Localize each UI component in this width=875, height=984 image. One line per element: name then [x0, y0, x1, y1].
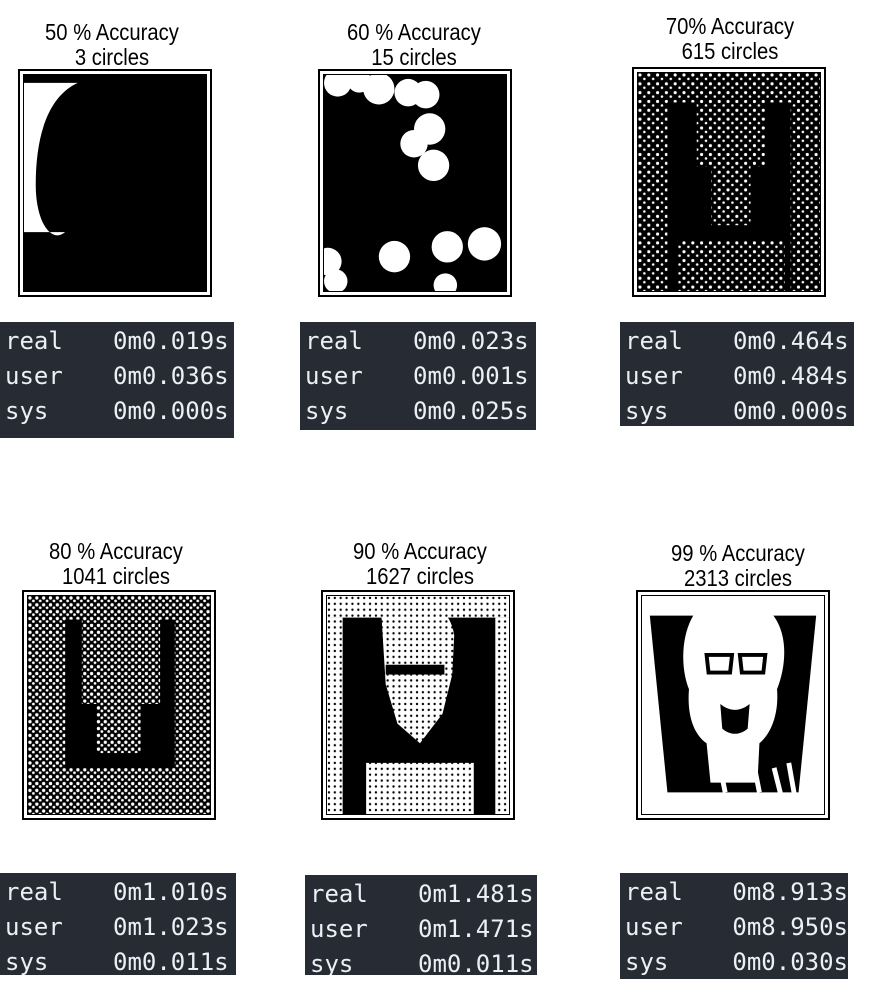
timing-row-user: user 0m1.023s [5, 913, 229, 941]
accuracy-label: 90 % Accuracy [353, 538, 487, 564]
timing-row-sys: sys 0m0.000s [5, 397, 229, 425]
accuracy-label: 80 % Accuracy [49, 538, 183, 564]
timing-row-real: real 0m0.023s [305, 327, 529, 355]
rendered-image [321, 590, 515, 820]
circles-label: 2313 circles [683, 565, 792, 591]
panel-title: 90 % Accuracy 1627 circles [332, 539, 508, 589]
accuracy-label: 50 % Accuracy [45, 19, 179, 45]
circle-render [324, 75, 506, 291]
rendered-image [22, 590, 216, 820]
timing-row-user: user 0m0.036s [5, 362, 229, 390]
circles-label: 15 circles [371, 44, 457, 70]
circles-label: 3 circles [74, 44, 150, 70]
circles-label: 1041 circles [61, 563, 170, 589]
timing-row-real: real 0m0.019s [5, 327, 229, 355]
accuracy-label: 99 % Accuracy [671, 540, 805, 566]
panel-title: 99 % Accuracy 2313 circles [650, 541, 826, 591]
timing-row-user: user 0m1.471s [310, 915, 534, 943]
panel-title: 60 % Accuracy 15 circles [326, 20, 502, 70]
panel-title: 70% Accuracy 615 circles [642, 14, 818, 64]
timing-row-sys: sys 0m0.011s [5, 948, 229, 975]
timing-row-user: user 0m0.484s [625, 362, 849, 390]
accuracy-label: 60 % Accuracy [347, 19, 481, 45]
timing-output: real 0m1.481s user 0m1.471s sys 0m0.011s [305, 875, 537, 975]
timing-row-real: real 0m1.010s [5, 878, 229, 906]
timing-row-real: real 0m1.481s [310, 880, 534, 908]
timing-row-user: user 0m0.001s [305, 362, 529, 390]
timing-row-real: real 0m8.913s [625, 878, 848, 906]
circle-render [642, 596, 824, 814]
circle-render [638, 73, 820, 291]
rendered-image [318, 69, 512, 297]
timing-output: real 0m8.913s user 0m8.950s sys 0m0.030s [620, 873, 848, 979]
timing-row-sys: sys 0m0.030s [625, 948, 848, 976]
rendered-image [18, 69, 212, 297]
timing-output: real 0m0.464s user 0m0.484s sys 0m0.000s [620, 322, 854, 426]
timing-output: real 0m0.023s user 0m0.001s sys 0m0.025s [300, 322, 536, 430]
rendered-image [636, 590, 830, 820]
timing-output: real 0m0.019s user 0m0.036s sys 0m0.000s [0, 322, 234, 438]
circle-render [28, 596, 210, 814]
panel-title: 80 % Accuracy 1041 circles [28, 539, 204, 589]
rendered-image [632, 67, 826, 297]
circle-render [327, 596, 509, 814]
timing-row-user: user 0m8.950s [625, 913, 848, 941]
timing-row-sys: sys 0m0.011s [310, 950, 534, 975]
timing-output: real 0m1.010s user 0m1.023s sys 0m0.011s [0, 873, 236, 975]
circles-label: 615 circles [681, 38, 779, 64]
accuracy-label: 70% Accuracy [665, 13, 795, 39]
panel-title: 50 % Accuracy 3 circles [24, 20, 200, 70]
timing-row-sys: sys 0m0.000s [625, 397, 849, 425]
timing-row-sys: sys 0m0.025s [305, 397, 529, 425]
circle-render [24, 75, 206, 291]
circles-label: 1627 circles [365, 563, 474, 589]
timing-row-real: real 0m0.464s [625, 327, 849, 355]
